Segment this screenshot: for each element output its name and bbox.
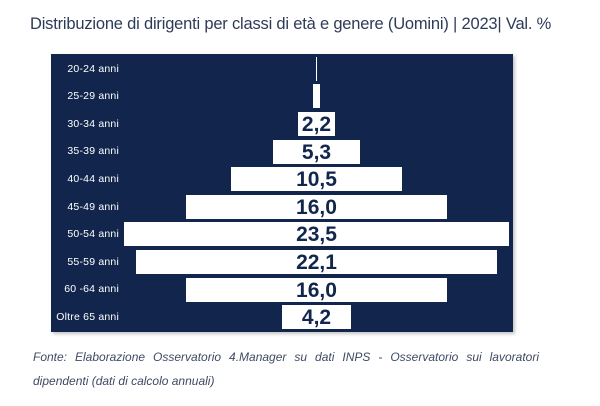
- source-note-line1: Fonte: Elaborazione Osservatorio 4.Manag…: [33, 350, 539, 364]
- value-label: 16,0: [296, 278, 337, 302]
- value-bar: 2,2: [298, 111, 335, 136]
- value-label: 22,1: [296, 250, 337, 274]
- value-label: 4,2: [301, 306, 332, 330]
- bar-area: 22,1: [120, 248, 513, 276]
- age-class-row: 60 -64 anni 16,0: [51, 276, 513, 304]
- pyramid-chart-panel: 20-24 anni 25-29 anni 30-34 anni 2,2 35-…: [51, 54, 513, 332]
- value-bar: 10,5: [230, 167, 403, 192]
- bar-area: 2,2: [120, 110, 513, 138]
- age-class-label: 45-49 anni: [67, 200, 119, 213]
- bar-area: 23,5: [120, 221, 513, 249]
- bar-area: [120, 83, 513, 111]
- value-bar: 22,1: [135, 249, 498, 274]
- age-class-row: 55-59 anni 22,1: [51, 248, 513, 276]
- chart-title: Distribuzione di dirigenti per classi di…: [30, 15, 552, 33]
- bar-area: 16,0: [120, 193, 513, 221]
- age-class-label: 25-29 anni: [67, 90, 119, 103]
- age-class-row: 30-34 anni 2,2: [51, 110, 513, 138]
- value-bar: [313, 84, 320, 109]
- age-class-label: 60 -64 anni: [64, 283, 119, 296]
- value-label: 2,2: [301, 112, 332, 136]
- age-class-label: Oltre 65 anni: [56, 310, 119, 323]
- bar-area: [120, 55, 513, 83]
- bar-area: 4,2: [120, 303, 513, 331]
- bar-area: 10,5: [120, 165, 513, 193]
- age-class-label: 30-34 anni: [67, 117, 119, 130]
- value-bar: 16,0: [185, 194, 448, 219]
- source-note: Fonte: Elaborazione Osservatorio 4.Manag…: [33, 345, 539, 393]
- value-bar: 23,5: [124, 222, 509, 247]
- value-bar: 5,3: [273, 139, 360, 164]
- age-class-label: 20-24 anni: [67, 62, 119, 75]
- age-class-row: 25-29 anni: [51, 83, 513, 111]
- value-label: 23,5: [296, 223, 337, 247]
- age-class-label: 55-59 anni: [67, 255, 119, 268]
- value-label: 5,3: [301, 140, 332, 164]
- value-bar: 4,2: [282, 305, 351, 330]
- value-bar: [315, 56, 318, 81]
- bar-area: 16,0: [120, 276, 513, 304]
- age-class-label: 40-44 anni: [67, 172, 119, 185]
- age-class-row: 20-24 anni: [51, 55, 513, 83]
- age-class-row: Oltre 65 anni 4,2: [51, 303, 513, 331]
- age-class-row: 45-49 anni 16,0: [51, 193, 513, 221]
- bar-area: 5,3: [120, 138, 513, 166]
- value-label: 16,0: [296, 195, 337, 219]
- source-note-line2: dipendenti (dati di calcolo annuali): [33, 374, 215, 388]
- age-class-label: 50-54 anni: [67, 228, 119, 241]
- age-class-row: 40-44 anni 10,5: [51, 165, 513, 193]
- age-class-row: 35-39 anni 5,3: [51, 138, 513, 166]
- age-class-row: 50-54 anni 23,5: [51, 221, 513, 249]
- age-class-label: 35-39 anni: [67, 145, 119, 158]
- value-label: 10,5: [296, 168, 337, 192]
- value-bar: 16,0: [185, 277, 448, 302]
